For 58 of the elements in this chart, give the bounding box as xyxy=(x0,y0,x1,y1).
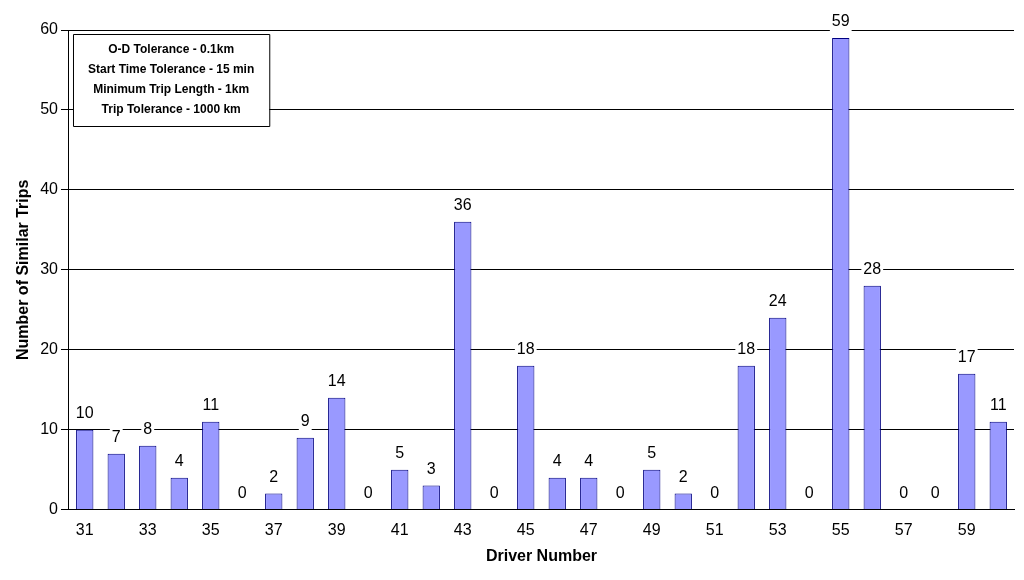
x-tick-label: 45 xyxy=(516,520,535,538)
data-label: 0 xyxy=(489,484,499,502)
data-label: 5 xyxy=(647,444,657,462)
data-label: 11 xyxy=(202,396,220,414)
x-tick-label: 47 xyxy=(579,520,598,538)
data-label: 4 xyxy=(552,452,562,470)
y-tick-label: 0 xyxy=(49,500,59,518)
data-label: 8 xyxy=(143,420,153,438)
data-label: 0 xyxy=(930,484,940,502)
x-axis-title: Driver Number xyxy=(485,546,598,564)
data-label: 17 xyxy=(957,348,976,366)
data-label: 36 xyxy=(453,196,472,214)
data-label: 11 xyxy=(989,396,1007,414)
y-tick-label: 20 xyxy=(40,340,59,358)
data-label: 0 xyxy=(899,484,909,502)
data-label: 59 xyxy=(831,12,850,30)
data-label: 3 xyxy=(426,460,436,478)
y-tick-label: 50 xyxy=(40,100,59,118)
data-label: 18 xyxy=(516,340,535,358)
x-tick-label: 33 xyxy=(138,520,157,538)
data-label: 4 xyxy=(174,452,184,470)
x-tick-label: 53 xyxy=(768,520,787,538)
x-tick-label: 37 xyxy=(264,520,283,538)
data-label: 18 xyxy=(737,340,756,358)
x-tick-label: 49 xyxy=(642,520,661,538)
data-label: 5 xyxy=(395,444,405,462)
data-label: 2 xyxy=(678,468,688,486)
data-label: 0 xyxy=(237,484,247,502)
annotation: Start Time Tolerance - 15 min xyxy=(87,62,255,77)
x-tick-label: 41 xyxy=(390,520,409,538)
annotation: Trip Tolerance - 1000 km xyxy=(101,102,241,117)
y-tick-label: 60 xyxy=(40,20,59,38)
x-tick-label: 35 xyxy=(201,520,220,538)
x-tick-label: 55 xyxy=(831,520,850,538)
data-label: 0 xyxy=(363,484,373,502)
x-tick-label: 31 xyxy=(75,520,94,538)
y-axis-title: Number of Similar Trips xyxy=(14,179,32,361)
y-tick-label: 40 xyxy=(40,180,59,198)
x-tick-label: 51 xyxy=(705,520,724,538)
data-label: 9 xyxy=(300,412,310,430)
data-label: 7 xyxy=(111,428,121,446)
data-label: 0 xyxy=(804,484,814,502)
data-label: 0 xyxy=(615,484,625,502)
x-tick-label: 57 xyxy=(894,520,913,538)
annotation: Minimum Trip Length - 1km xyxy=(93,82,250,97)
data-label: 4 xyxy=(584,452,594,470)
data-label: 10 xyxy=(75,404,94,422)
data-label: 24 xyxy=(768,292,787,310)
y-tick-label: 10 xyxy=(40,420,59,438)
x-tick-label: 39 xyxy=(327,520,346,538)
x-tick-label: 43 xyxy=(453,520,472,538)
data-label: 0 xyxy=(710,484,720,502)
x-tick-label: 59 xyxy=(957,520,976,538)
y-tick-label: 30 xyxy=(40,260,59,278)
data-label: 2 xyxy=(269,468,279,486)
data-label: 28 xyxy=(863,260,882,278)
data-label: 14 xyxy=(327,372,346,390)
annotation: O-D Tolerance - 0.1km xyxy=(108,42,235,57)
